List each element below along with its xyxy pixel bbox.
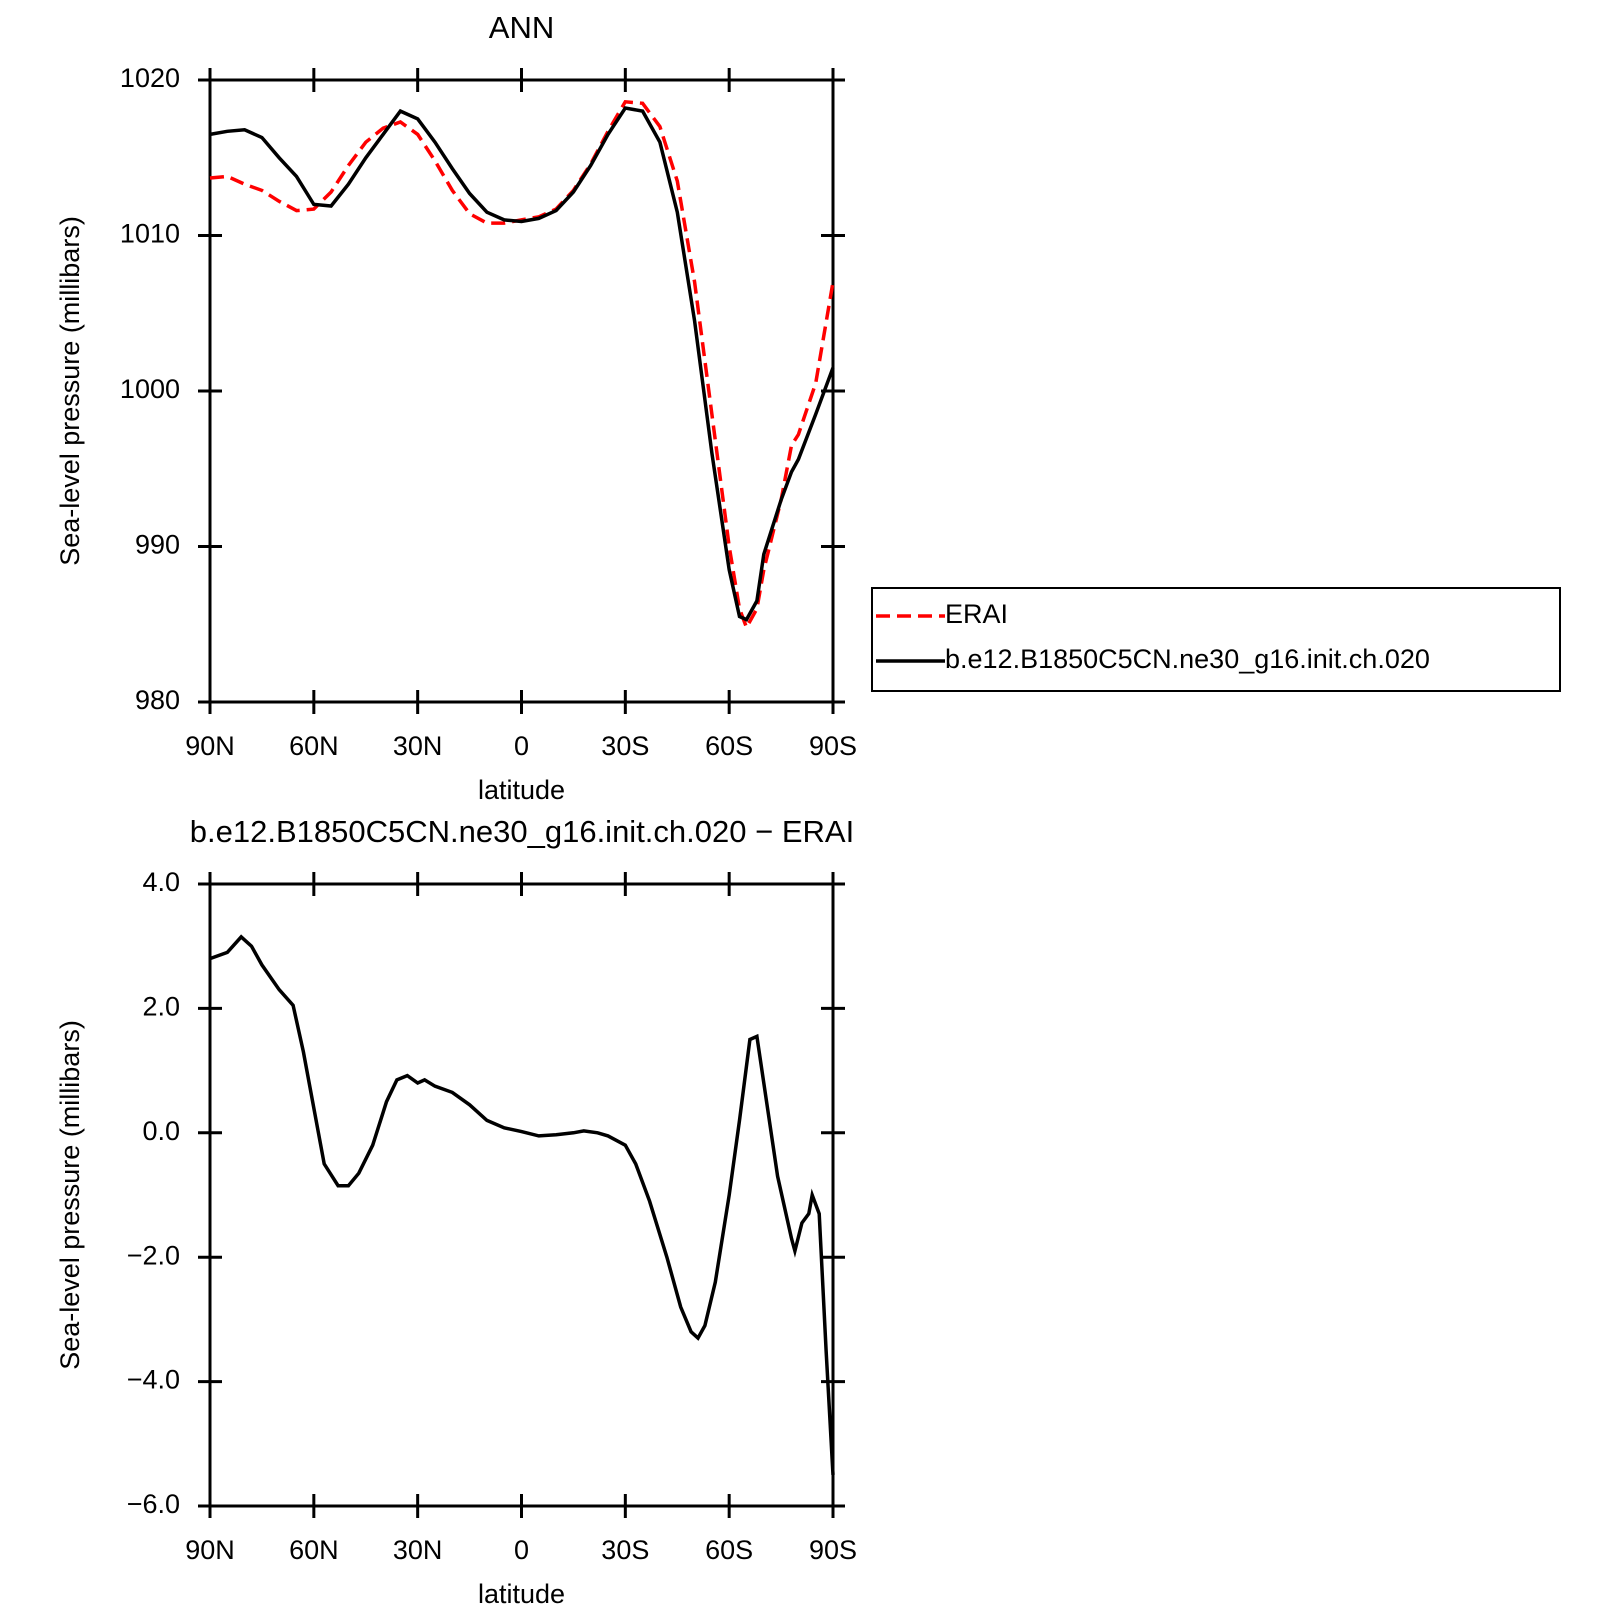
x-tick-label: 30N [393,731,443,761]
x-tick-label: 0 [514,731,529,761]
y-tick-label: 4.0 [142,867,180,897]
legend-label: b.e12.B1850C5CN.ne30_g16.init.ch.020 [945,644,1430,674]
x-tick-label: 90N [185,731,235,761]
chart-title: b.e12.B1850C5CN.ne30_g16.init.ch.020 − E… [190,814,854,849]
y-tick-label: 1020 [120,63,180,93]
chart-title: ANN [489,10,554,45]
x-tick-label: 0 [514,1535,529,1565]
y-tick-label: 990 [135,530,180,560]
x-tick-label: 30S [601,731,649,761]
data-line [209,934,835,1475]
y-tick-label: 1000 [120,374,180,404]
legend-label: ERAI [945,599,1008,629]
y-tick-label: 0.0 [142,1116,180,1146]
x-tick-label: 90S [809,731,857,761]
y-tick-label: −2.0 [127,1240,180,1270]
x-tick-label: 60N [289,1535,339,1565]
legend-box [871,587,1561,692]
y-tick-label: −4.0 [127,1365,180,1395]
y-tick-label: 2.0 [142,992,180,1022]
x-tick-label: 60S [705,1535,753,1565]
plot-frame [208,882,835,1508]
y-tick-label: −6.0 [127,1489,180,1519]
x-tick-label: 30S [601,1535,649,1565]
x-tick-label: 90N [185,1535,235,1565]
x-tick-label: 30N [393,1535,443,1565]
x-tick-label: 60N [289,731,339,761]
x-tick-label: 60S [705,731,753,761]
y-tick-label: 980 [135,685,180,715]
data-line [209,106,835,622]
y-tick-label: 1010 [120,219,180,249]
y-axis-label: Sea-level pressure (millibars) [55,1020,85,1370]
data-line [209,99,835,632]
x-tick-label: 90S [809,1535,857,1565]
x-axis-label: latitude [478,1579,565,1609]
y-axis-label: Sea-level pressure (millibars) [55,216,85,566]
x-axis-label: latitude [478,775,565,805]
